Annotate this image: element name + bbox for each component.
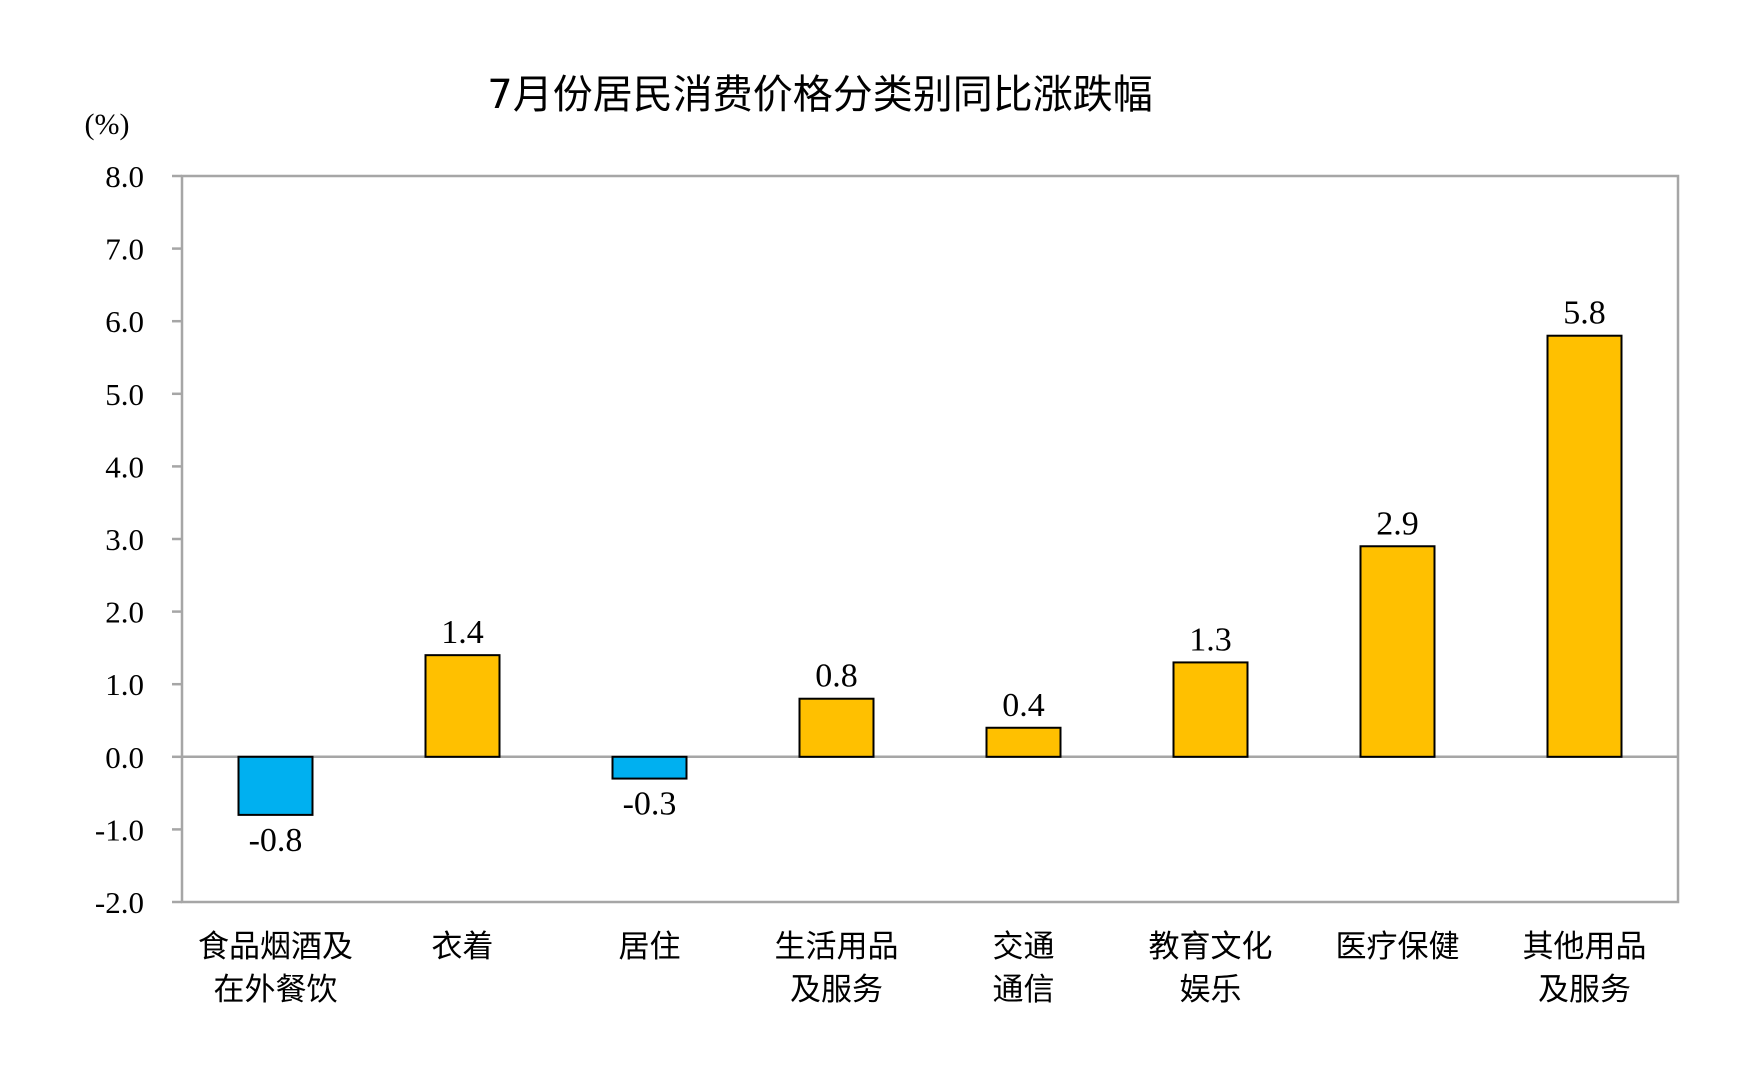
data-label-2: -0.3 [623,786,677,823]
data-label-1: 1.4 [441,614,484,651]
y-axis-ticks: 8.0 7.0 6.0 5.0 4.0 3.0 2.0 1.0 0.0 -1.0 -2.0 [95,159,182,920]
data-label-4: 0.4 [1002,687,1045,724]
y-tick-label: -1.0 [95,812,144,847]
y-axis-unit-label: (%) [85,108,130,141]
bar-4 [985,726,1062,758]
x-category-label-7-line-1: 及服务 [1538,972,1631,1008]
x-category-label-2-line-0: 居住 [619,929,681,965]
x-category-label-1-line-0: 衣着 [432,929,494,965]
y-tick-label: 2.0 [105,595,144,630]
y-tick-label: 7.0 [105,232,144,267]
data-label-6: 2.9 [1376,505,1419,542]
y-tick-label: -2.0 [95,885,144,920]
bar-2 [611,755,688,780]
x-category-label-7-line-0: 其他用品 [1523,929,1647,965]
data-label-3: 0.8 [815,658,858,695]
y-tick-label: 5.0 [105,377,144,412]
x-category-label-5-line-1: 娱乐 [1180,972,1242,1008]
x-category-label-6-line-0: 医疗保健 [1336,929,1460,965]
y-tick-label: 1.0 [105,667,144,702]
x-category-label-0-line-0: 食品烟酒及 [198,929,353,965]
data-label-7: 5.8 [1563,295,1606,332]
x-category-label-4-line-1: 通信 [993,972,1055,1008]
x-category-label-0-line-1: 在外餐饮 [214,972,338,1008]
data-labels: -0.8 1.4 -0.3 0.8 0.4 1.3 2.9 5.8 [249,295,1606,859]
data-label-0: -0.8 [249,822,303,859]
chart-title: 7月份居民消费价格分类别同比涨跌幅 [487,72,1152,118]
data-label-5: 1.3 [1189,621,1232,658]
x-category-label-4-line-0: 交通 [993,929,1055,965]
x-category-label-3-line-0: 生活用品 [775,929,899,965]
y-tick-label: 4.0 [105,449,144,484]
y-tick-label: 6.0 [105,304,144,339]
bar-1 [424,654,501,758]
y-tick-label: 3.0 [105,522,144,557]
bar-3 [798,697,875,758]
x-category-label-3-line-1: 及服务 [790,972,883,1008]
plot-area-frame [180,174,1680,904]
bar-5 [1172,661,1249,758]
bar-6 [1359,545,1436,758]
bar-7 [1546,334,1623,758]
bars [237,334,1623,816]
y-tick-label: 0.0 [105,740,144,775]
bar-0 [237,755,314,816]
y-tick-label: 8.0 [105,159,144,194]
x-category-label-5-line-0: 教育文化 [1149,929,1273,965]
